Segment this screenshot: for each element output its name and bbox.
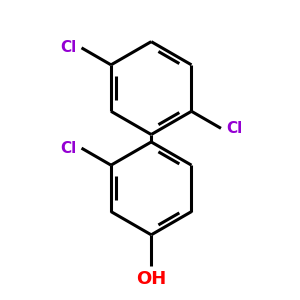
Text: OH: OH [136,269,167,287]
Text: Cl: Cl [226,121,242,136]
Text: Cl: Cl [60,141,76,156]
Text: Cl: Cl [60,40,76,55]
